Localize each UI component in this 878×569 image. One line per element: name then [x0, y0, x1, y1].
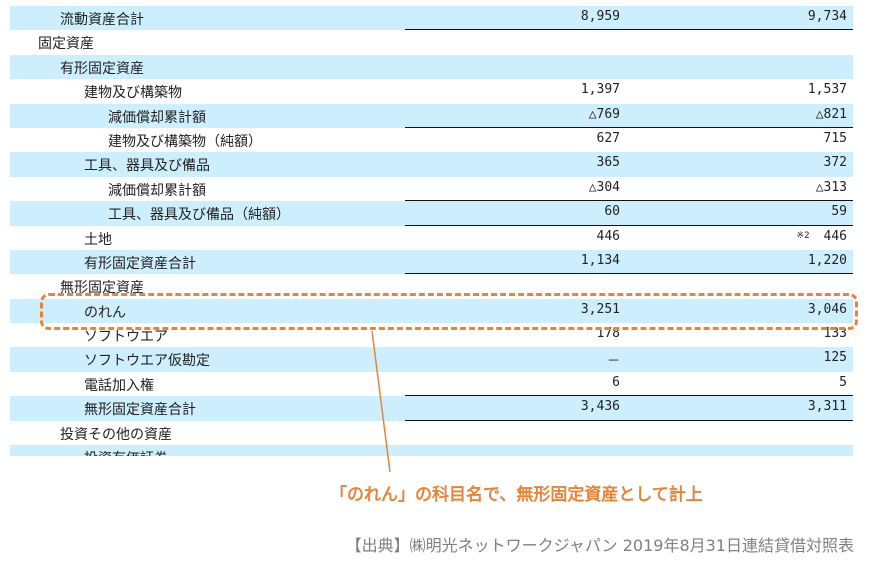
value-text: △821 — [815, 106, 847, 122]
value-prior-year: 365 — [596, 155, 620, 171]
table-row: 無形固定資産 — [10, 274, 853, 298]
value-text: 446 — [823, 228, 847, 244]
row-label: 有形固定資産合計 — [84, 255, 196, 272]
value-prior-year: 1,134 — [580, 252, 620, 268]
table-row: 無形固定資産合計 3,436 3,311 — [10, 396, 853, 422]
row-label: 工具、器具及び備品（純額） — [108, 207, 290, 224]
row-label: ソフトウエア — [84, 329, 168, 346]
footnote-mark: ※2 — [796, 230, 810, 241]
value-prior-year: 60 — [604, 204, 620, 220]
value-prior-year: 3,251 — [580, 301, 620, 317]
table-row: 土地 446 ※2 446 — [10, 226, 853, 250]
callout-pointer-line — [371, 330, 391, 473]
source-citation: 【出典】㈱明光ネットワークジャパン 2019年8月31日連結貸借対照表 — [345, 536, 854, 555]
value-text: 3,311 — [807, 399, 847, 415]
value-current-year: 59 — [831, 204, 847, 219]
value-prior-year: 6 — [612, 374, 620, 390]
value-text: 59 — [831, 204, 847, 220]
value-prior-year: △769 — [588, 106, 620, 122]
row-label: のれん — [84, 304, 126, 321]
value-current-year: 1,220 — [808, 253, 847, 268]
value-text: 372 — [823, 155, 847, 171]
row-label: 工具、器具及び備品 — [84, 158, 210, 175]
value-text: 9,734 — [807, 9, 847, 24]
row-label: ソフトウエア仮勘定 — [84, 353, 210, 370]
row-label: 減価償却累計額 — [108, 109, 206, 126]
row-label: 固定資産 — [38, 36, 94, 53]
table-row: 投資その他の資産 — [10, 421, 853, 445]
table-row: 工具、器具及び備品（純額） 60 59 — [10, 201, 853, 226]
row-label: 流動資産合計 — [60, 12, 144, 28]
value-current-year: 1,537 — [808, 82, 847, 97]
table-row: 減価償却累計額 △769 △821 — [10, 103, 853, 129]
row-label: 建物及び構築物（純額） — [108, 133, 262, 150]
row-label: 土地 — [84, 231, 112, 248]
table-row: 電話加入権 6 5 — [10, 372, 853, 397]
value-text: 5 — [839, 374, 847, 390]
value-prior-year: 8,959 — [580, 9, 620, 24]
row-label: 投資有価証券 — [84, 448, 168, 456]
value-text: 715 — [823, 130, 847, 146]
value-current-year: 9,734 — [808, 9, 847, 24]
value-text: 1,220 — [807, 252, 847, 268]
table-row: 固定資産 — [10, 30, 853, 54]
value-current-year: △313 — [816, 180, 847, 195]
table-row: 建物及び構築物（純額） 627 715 — [10, 128, 853, 152]
row-label: 減価償却累計額 — [108, 182, 206, 199]
value-text: 1,537 — [807, 82, 847, 98]
table-row: 投資有価証券 — [10, 445, 853, 456]
value-current-year: ※2 446 — [797, 229, 847, 244]
table-row: 減価償却累計額 △304 △313 — [10, 177, 853, 202]
goodwill-highlight-box — [40, 293, 858, 330]
table-row: 有形固定資産合計 1,134 1,220 — [10, 249, 853, 275]
value-current-year: 3,311 — [808, 399, 847, 414]
table-row: 建物及び構築物 1,397 1,537 — [10, 79, 853, 103]
value-text: 3,046 — [807, 301, 847, 317]
row-label: 無形固定資産合計 — [84, 402, 196, 419]
value-current-year: 125 — [824, 350, 847, 365]
value-prior-year: － — [606, 354, 620, 370]
value-current-year: 3,046 — [808, 302, 847, 317]
value-text: 125 — [823, 350, 847, 366]
value-current-year: △821 — [816, 107, 847, 122]
value-text: △313 — [815, 179, 847, 195]
value-current-year: 372 — [824, 155, 847, 170]
balance-sheet-table: 流動資産合計 8,959 9,734 固定資産有形固定資産建物及び構築物 1,397 1,… — [10, 6, 853, 456]
value-prior-year: 446 — [596, 228, 620, 244]
row-label: 電話加入権 — [84, 377, 154, 394]
row-label: 有形固定資産 — [60, 60, 144, 77]
table-row: 流動資産合計 8,959 9,734 — [10, 6, 853, 31]
annotation-text: 「のれん」の科目名で、無形固定資産として計上 — [330, 485, 703, 505]
row-label: 投資その他の資産 — [60, 426, 172, 443]
row-label: 無形固定資産 — [60, 280, 144, 297]
value-current-year: 715 — [824, 131, 847, 146]
value-prior-year: 1,397 — [580, 82, 620, 98]
row-label: 建物及び構築物 — [84, 85, 182, 102]
value-current-year: 5 — [839, 375, 847, 390]
table-row: のれん 3,251 3,046 — [10, 298, 853, 324]
table-row: 工具、器具及び備品 365 372 — [10, 152, 853, 177]
value-prior-year: 627 — [596, 130, 620, 146]
value-prior-year: △304 — [588, 179, 620, 195]
table-row: ソフトウエア仮勘定 － 125 — [10, 347, 853, 372]
table-row: 有形固定資産 — [10, 54, 853, 80]
value-prior-year: 3,436 — [580, 399, 620, 415]
